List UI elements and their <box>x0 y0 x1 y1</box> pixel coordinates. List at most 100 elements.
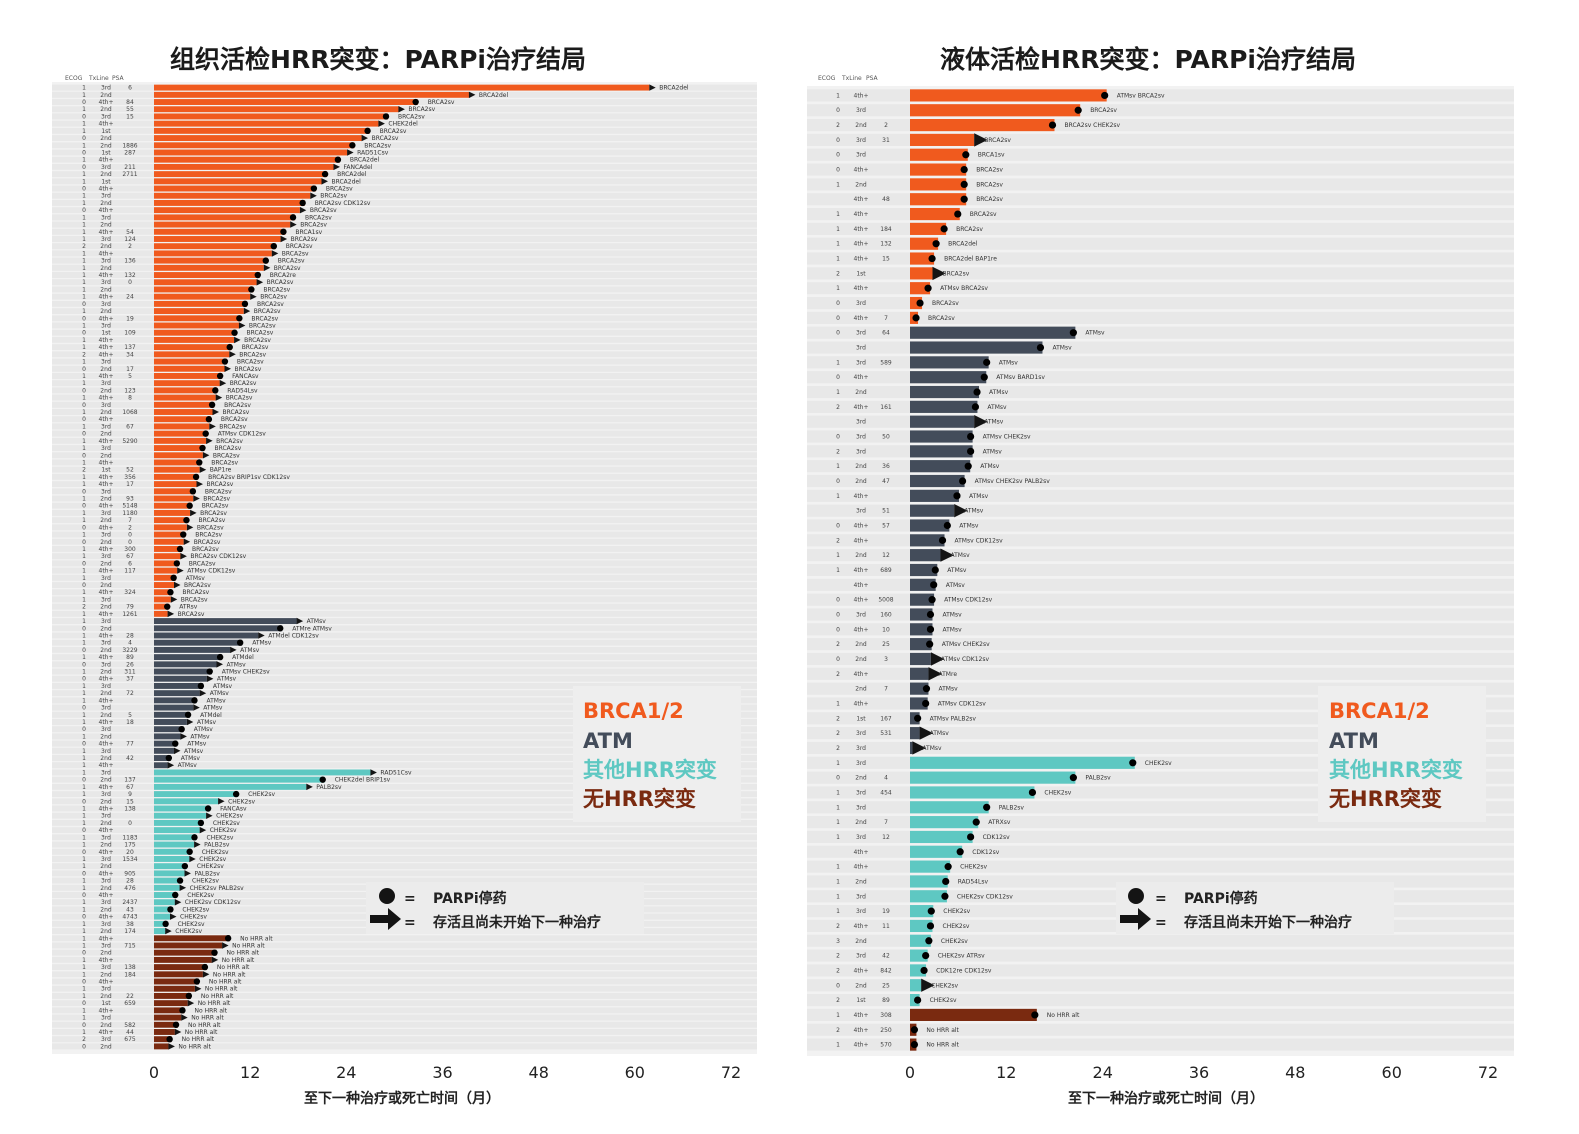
tissue-row-stripe <box>52 827 757 834</box>
tissue-ecog-value: 0 <box>82 416 86 423</box>
liquid-bar <box>910 252 935 265</box>
liquid-stop-marker <box>1069 774 1077 782</box>
liquid-stop-marker <box>916 299 924 307</box>
tissue-bar <box>154 654 223 661</box>
tissue-alive-marker <box>193 495 200 502</box>
tissue-ecog-value: 0 <box>82 524 86 531</box>
liquid-stop-marker <box>960 195 968 203</box>
tissue-row-stripe <box>52 409 757 415</box>
tissue-row-stripe <box>52 697 757 704</box>
tissue-gene-label: No HRR alt <box>232 943 265 950</box>
tissue-row-stripe <box>52 531 757 538</box>
liquid-bar <box>910 504 955 517</box>
tissue-row-stripe <box>52 877 757 884</box>
tissue-gene-label: CHEK2sv PALB2sv <box>190 885 245 892</box>
liquid-alive-marker <box>954 504 968 518</box>
tissue-gene-label: BRCA2sv <box>267 279 294 286</box>
tissue-ecog-value: 0 <box>82 777 86 784</box>
liquid-gene-label: ATMsv <box>989 389 1009 396</box>
tissue-gene-label: BRCA2sv <box>211 460 238 467</box>
tissue-ecog-value: 2 <box>82 243 86 250</box>
tissue-psa-value: 659 <box>124 1000 136 1007</box>
liquid-psa-value: 7 <box>884 819 888 826</box>
liquid-ecog-value: 2 <box>836 745 840 752</box>
tissue-ecog-value: 1 <box>82 806 86 813</box>
liquid-gene-label: BRCA2sv <box>1090 107 1117 114</box>
tissue-row: No HRR alt 1 3rd 715 <box>52 942 757 950</box>
tissue-gene-label: No HRR alt <box>198 1000 231 1007</box>
tissue-row: ATMdel 1 2nd 5 <box>52 711 757 719</box>
tissue-alive-marker <box>194 985 202 992</box>
liquid-bar <box>910 652 931 666</box>
liquid-stop-marker <box>932 240 940 248</box>
liquid-stop-marker <box>1074 106 1082 114</box>
tissue-ecog-value: 1 <box>82 640 86 647</box>
tissue-ecog-value: 0 <box>82 1022 86 1029</box>
tissue-txline-value: 2nd <box>100 885 112 892</box>
tissue-psa-value: 6 <box>128 85 132 92</box>
tissue-txline-value: 2nd <box>100 387 112 394</box>
tissue-bar <box>154 228 286 235</box>
tissue-bar <box>154 257 268 264</box>
tissue-alive-marker <box>193 704 200 711</box>
liquid-alive-marker <box>974 415 988 429</box>
tissue-bar <box>154 661 217 668</box>
tissue-gene-label: FANCAsv <box>232 373 259 380</box>
tissue-gene-label: RAD51Csv <box>357 150 389 157</box>
tissue-stop-marker <box>216 653 224 661</box>
liquid-psa-value: 36 <box>882 463 890 470</box>
liquid-psa-value: 7 <box>884 315 888 322</box>
tissue-row: ATMsv 1 3rd <box>52 574 757 582</box>
tissue-bar <box>154 171 328 178</box>
tissue-row: No HRR alt 1 3rd <box>52 1014 757 1022</box>
liquid-bar <box>910 949 928 962</box>
tissue-stop-marker <box>173 560 181 567</box>
tissue-stop-marker <box>231 329 238 336</box>
tissue-bar <box>154 1029 175 1035</box>
liquid-row: No HRR alt 1 4th+ 570 <box>807 1038 1514 1051</box>
liquid-ecog-value: 0 <box>836 656 840 663</box>
tissue-stop-marker <box>236 639 244 646</box>
liquid-txline-value: 2nd <box>855 641 867 648</box>
tissue-stop-marker <box>183 516 190 524</box>
liquid-txline-value: 4th+ <box>854 285 869 292</box>
tissue-bar <box>154 509 191 516</box>
liquid-row: ATMsv 3rd <box>807 341 1514 354</box>
liquid-ecog-value: 0 <box>836 167 840 174</box>
tissue-txline-value: 2nd <box>100 409 112 416</box>
tissue-x-axis-label: 至下一种治疗或死亡时间（月） <box>304 1090 500 1107</box>
tissue-psa-value: 17 <box>126 366 134 373</box>
tissue-row: CHEK2sv 1 3rd 28 <box>52 877 757 885</box>
tissue-gene-label: BRCA2sv <box>291 236 318 243</box>
liquid-bar <box>910 816 979 829</box>
tissue-bar <box>154 906 173 913</box>
tissue-stop-marker <box>172 891 179 899</box>
tissue-row-stripe <box>52 236 757 242</box>
tissue-alive-marker <box>212 408 219 416</box>
tissue-gene-label: ATMdel <box>232 654 254 661</box>
tissue-ecog-value: 2 <box>82 467 86 474</box>
liquid-txline-value: 4th+ <box>854 701 869 708</box>
tissue-gene-label: BRCA2sv <box>278 258 305 265</box>
liquid-gene-label: BRCA2sv <box>976 181 1003 188</box>
tissue-txline-value: 3rd <box>101 164 111 171</box>
liquid-group-legend-box <box>1318 686 1486 822</box>
liquid-stop-marker <box>928 596 936 604</box>
liquid-ecog-value: 1 <box>836 463 840 470</box>
tissue-gene-label: BRCA2del <box>350 157 380 164</box>
tissue-gene-label: ATMsv <box>210 690 230 697</box>
tissue-ecog-value: 0 <box>82 625 86 632</box>
tissue-bar <box>154 373 223 379</box>
tissue-ecog-value: 0 <box>82 582 86 589</box>
liquid-legend-brca: BRCA1/2 <box>1329 699 1430 723</box>
liquid-txline-value: 4th+ <box>854 626 869 633</box>
tissue-gene-label: BRCA2del <box>337 171 367 178</box>
liquid-row-stripe <box>807 193 1514 206</box>
tissue-txline-value: 4th+ <box>99 784 114 791</box>
tissue-row: BRCA2sv 0 2nd <box>52 452 757 459</box>
tissue-gene-label: No HRR alt <box>191 1015 224 1022</box>
tissue-gene-label: BRCA2sv <box>197 524 224 531</box>
liquid-bar <box>910 341 1043 354</box>
tissue-gene-label: ATMsv <box>217 676 237 683</box>
